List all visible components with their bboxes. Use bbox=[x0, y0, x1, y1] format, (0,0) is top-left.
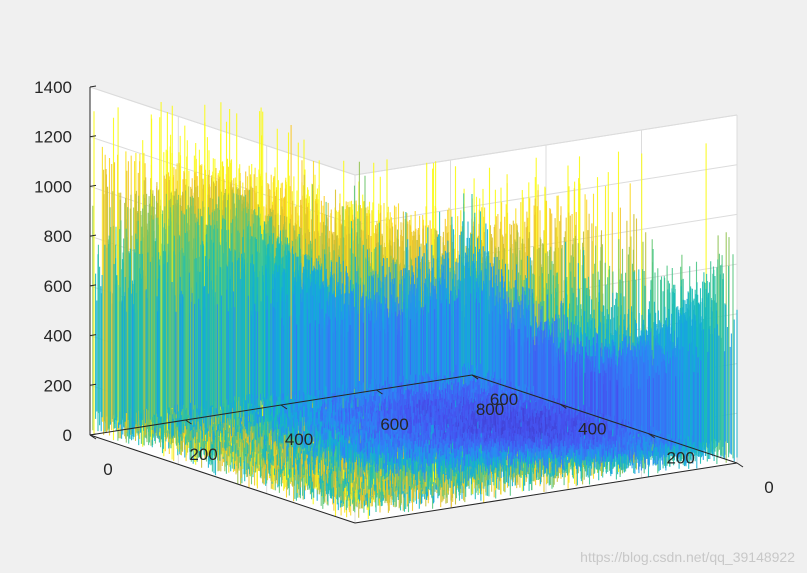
box-edge-line bbox=[89, 86, 356, 176]
surface-mesh bbox=[89, 102, 738, 519]
box-edge-line bbox=[354, 114, 738, 176]
